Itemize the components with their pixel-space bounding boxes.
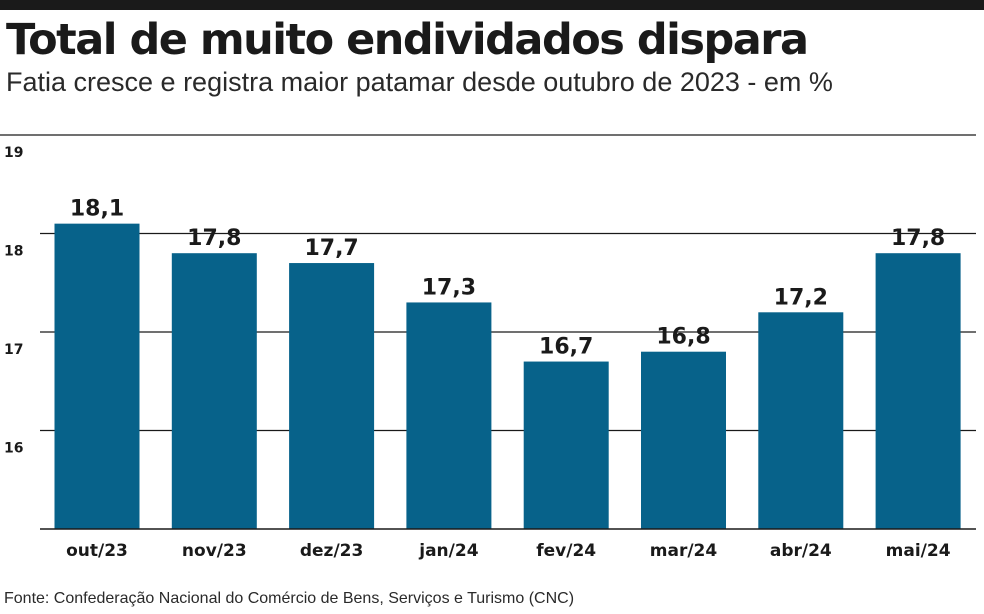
data-label: 17,3 <box>422 275 476 300</box>
x-tick-label: dez/23 <box>300 541 363 561</box>
data-label: 16,7 <box>539 335 593 360</box>
bar <box>406 302 492 529</box>
y-tick-label: 16 <box>4 441 23 457</box>
bar <box>875 253 961 529</box>
bar <box>641 351 726 529</box>
x-tick-label: out/23 <box>66 541 128 561</box>
x-tick-label: abr/24 <box>770 541 832 561</box>
data-label: 17,2 <box>774 285 828 310</box>
x-tick-label: fev/24 <box>536 541 596 561</box>
data-label: 17,8 <box>187 226 241 251</box>
x-tick-label: jan/24 <box>418 541 478 561</box>
data-label: 17,7 <box>304 236 358 261</box>
data-label: 17,8 <box>891 226 945 251</box>
y-tick-label: 19 <box>4 145 23 161</box>
bar <box>523 361 609 529</box>
y-tick-label: 18 <box>4 244 23 260</box>
top-rule <box>0 0 984 10</box>
chart-subtitle: Fatia cresce e registra maior patamar de… <box>6 67 833 97</box>
source-note: Fonte: Confederação Nacional do Comércio… <box>4 590 575 607</box>
data-label: 16,8 <box>656 325 710 350</box>
bar <box>171 253 257 529</box>
x-tick-label: mai/24 <box>886 541 951 561</box>
y-tick-label: 17 <box>4 342 23 358</box>
bar <box>758 312 844 529</box>
x-tick-label: nov/23 <box>182 541 247 561</box>
bar <box>54 223 140 529</box>
data-label: 18,1 <box>70 197 124 222</box>
chart-title: Total de muito endividados dispara <box>6 15 809 65</box>
bar <box>289 263 375 529</box>
x-tick-label: mar/24 <box>650 541 718 561</box>
